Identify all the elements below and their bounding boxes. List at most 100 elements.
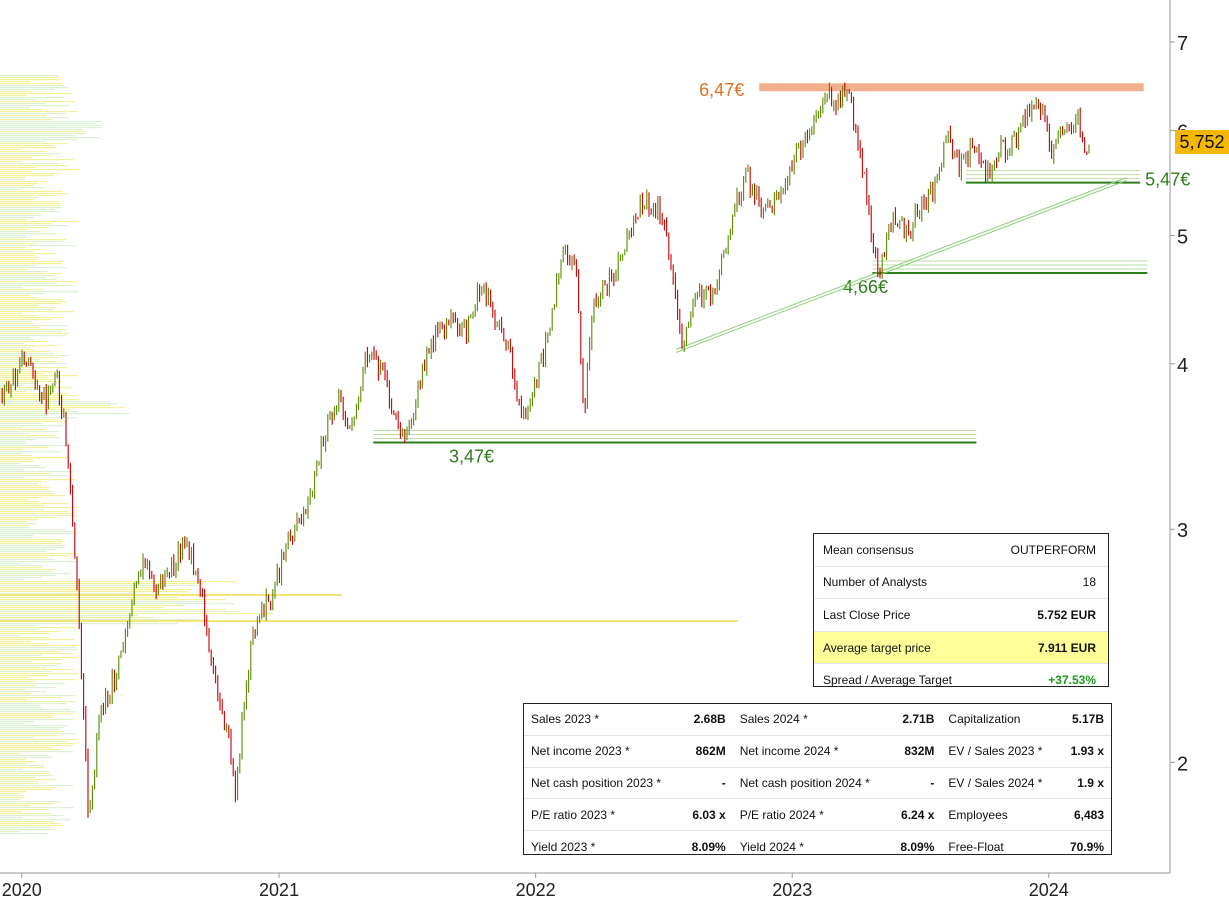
volume-bar	[0, 361, 56, 363]
volume-bar	[0, 113, 66, 115]
volume-bar	[0, 631, 61, 633]
volume-bar	[0, 499, 29, 501]
volume-bar	[0, 369, 35, 371]
volume-bar	[0, 767, 44, 769]
volume-bar	[0, 807, 74, 809]
financials-row: Yield 2023 * 8.09% Yield 2024 * 8.09% Fr…	[524, 831, 1111, 862]
volume-bar	[0, 773, 50, 775]
volume-bar	[0, 541, 65, 543]
volume-bar	[0, 611, 241, 613]
volume-bar	[0, 203, 61, 205]
volume-bar	[0, 825, 65, 827]
volume-bar	[0, 593, 137, 595]
volume-bar	[0, 677, 29, 679]
volume-bar	[0, 191, 63, 193]
volume-bar	[0, 329, 67, 331]
volume-bar	[0, 253, 55, 255]
volume-bar	[0, 487, 50, 489]
volume-bar	[0, 317, 64, 319]
volume-bar	[0, 97, 64, 99]
volume-bar	[0, 537, 33, 539]
resistance-band	[759, 83, 1144, 92]
volume-bar	[0, 751, 74, 753]
volume-bar	[0, 745, 73, 747]
x-tick-label: 2021	[259, 880, 299, 900]
consensus-label: Mean consensus	[814, 534, 987, 567]
fin-label: Yield 2024 *	[739, 839, 804, 854]
volume-bar	[0, 823, 61, 825]
fin-label: Free-Float	[948, 839, 1004, 854]
y-tick-label: 2	[1177, 753, 1188, 775]
volume-bar	[0, 615, 138, 617]
volume-bar	[0, 507, 78, 509]
volume-bar	[0, 717, 53, 719]
volume-bar	[0, 675, 48, 677]
volume-bar	[0, 639, 74, 641]
volume-bar	[0, 521, 28, 523]
volume-bar	[0, 163, 59, 165]
volume-bar	[0, 381, 63, 383]
volume-bar	[0, 609, 226, 611]
volume-bar	[0, 781, 39, 783]
volume-bar	[0, 411, 78, 413]
volume-bar	[0, 189, 21, 191]
fin-label: EV / Sales 2023 *	[941, 735, 1059, 768]
volume-bar	[0, 439, 37, 441]
y-tick-label: 5	[1177, 226, 1188, 248]
fin-label: Net cash position 2024 *	[732, 767, 890, 800]
fin-value: 1.9 x	[1058, 767, 1111, 800]
volume-bar	[0, 217, 35, 219]
volume-bar	[0, 311, 75, 313]
financials-row: P/E ratio 2023 * 6.03 x P/E ratio 2024 *…	[524, 798, 1111, 832]
volume-bar	[0, 229, 29, 231]
volume-bar	[0, 379, 52, 381]
level-label: 3,47€	[449, 447, 494, 467]
volume-bar	[0, 223, 52, 225]
volume-bar	[0, 711, 76, 713]
volume-bar	[0, 757, 53, 759]
volume-bar	[0, 241, 63, 243]
volume-bar	[0, 281, 76, 283]
x-tick-label: 2024	[1029, 880, 1069, 900]
volume-bar	[0, 549, 56, 551]
volume-bar	[0, 531, 74, 533]
volume-bar	[0, 159, 75, 161]
volume-bar	[0, 419, 58, 421]
trendline	[676, 180, 1127, 353]
volume-bar	[0, 221, 79, 223]
volume-bar	[0, 501, 39, 503]
volume-bar	[0, 435, 56, 437]
volume-bar	[0, 479, 76, 481]
fin-label: Sales 2023 *	[524, 704, 681, 736]
volume-bar	[0, 515, 78, 517]
financials-panel: Sales 2023 * 2.68B Sales 2024 * 2.71B Ca…	[523, 703, 1112, 855]
volume-bar	[0, 95, 27, 97]
financials-row: Sales 2023 * 2.68B Sales 2024 * 2.71B Ca…	[524, 704, 1111, 736]
volume-bar	[0, 357, 59, 359]
volume-bar	[0, 529, 66, 531]
volume-bar	[0, 101, 76, 103]
volume-bar	[0, 623, 178, 625]
fin-label: Net income 2024 *	[732, 735, 890, 768]
volume-bar	[0, 747, 52, 749]
volume-bar	[0, 657, 78, 659]
volume-bar	[0, 175, 55, 177]
support-resistance-levels: 6,47€ 5,47€ 4,66€ 3,47€	[373, 80, 1190, 467]
volume-bar	[0, 109, 43, 111]
volume-bar	[0, 367, 68, 369]
volume-bar	[0, 307, 56, 309]
volume-profile	[0, 75, 738, 835]
volume-bar	[0, 619, 207, 621]
volume-bar	[0, 375, 79, 377]
volume-bar	[0, 651, 60, 653]
volume-bar	[0, 733, 77, 735]
volume-bar	[0, 383, 38, 385]
volume-bar	[0, 493, 54, 495]
volume-bar	[0, 173, 61, 175]
volume-bar	[0, 321, 33, 323]
volume-bar	[0, 401, 111, 403]
volume-bar	[0, 505, 45, 507]
volume-bar	[0, 795, 25, 797]
volume-bar	[0, 207, 61, 209]
